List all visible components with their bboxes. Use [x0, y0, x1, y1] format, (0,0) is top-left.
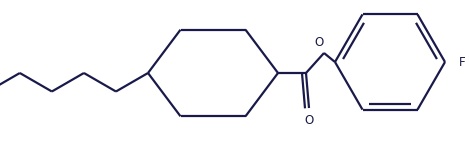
Text: O: O — [314, 36, 324, 49]
Text: F: F — [459, 55, 466, 68]
Text: O: O — [304, 113, 314, 126]
